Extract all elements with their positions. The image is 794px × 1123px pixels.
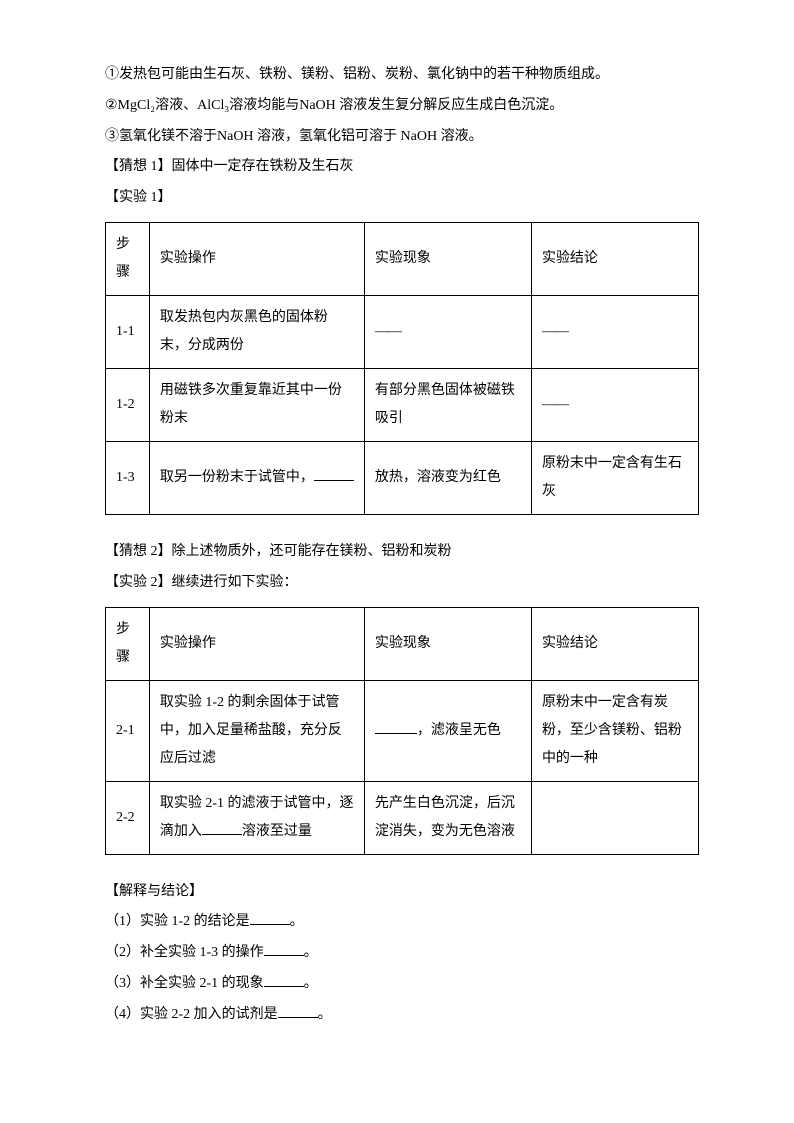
cell-step: 1-2	[106, 368, 150, 441]
table-row: 2-1 取实验 1-2 的剩余固体于试管中，加入足量稀盐酸，充分反应后过滤 ，滤…	[106, 680, 699, 781]
question-3: （3）补全实验 2-1 的现象 。	[105, 969, 699, 1000]
blank-field	[314, 467, 354, 481]
q4-prefix: （4）实验 2-2 加入的试剂是	[105, 1007, 278, 1022]
exp-2-title: 【实验 2】继续进行如下实验：	[105, 568, 699, 599]
cell-op: 取另一份粉末于试管中，	[149, 441, 364, 514]
cell-phen: 放热，溶液变为红色	[364, 441, 531, 514]
cell-op-suffix: 溶液至过量	[242, 824, 312, 839]
cell-conc: 原粉末中一定含有炭粉，至少含镁粉、铝粉中的一种	[531, 680, 698, 781]
th-step: 步骤	[106, 607, 150, 680]
cell-phen-suffix: ，滤液呈无色	[417, 723, 501, 738]
period: 。	[304, 976, 318, 991]
exp-1-title: 【实验 1】	[105, 183, 699, 214]
blank-field	[250, 911, 290, 925]
question-2: （2）补全实验 1-3 的操作 。	[105, 938, 699, 969]
period: 。	[290, 914, 304, 929]
spacer	[105, 527, 699, 537]
guess-2-title: 【猜想 2】除上述物质外，还可能存在镁粉、铝粉和炭粉	[105, 537, 699, 568]
cell-conc: 原粉末中一定含有生石灰	[531, 441, 698, 514]
cell-step: 2-2	[106, 781, 150, 854]
table-row: 1-2 用磁铁多次重复靠近其中一份粉末 有部分黑色固体被磁铁吸引 ——	[106, 368, 699, 441]
cell-conc: ——	[531, 368, 698, 441]
cell-op: 取实验 2-1 的滤液于试管中，逐滴加入溶液至过量	[149, 781, 364, 854]
blank-field	[375, 720, 417, 734]
q1-prefix: （1）实验 1-2 的结论是	[105, 914, 250, 929]
q2-prefix: （2）补全实验 1-3 的操作	[105, 945, 264, 960]
cell-phen: 先产生白色沉淀，后沉淀消失，变为无色溶液	[364, 781, 531, 854]
cell-op-prefix: 取另一份粉末于试管中，	[160, 470, 314, 485]
q3-prefix: （3）补全实验 2-1 的现象	[105, 976, 264, 991]
th-conc: 实验结论	[531, 607, 698, 680]
blank-field	[278, 1004, 318, 1018]
th-phen: 实验现象	[364, 607, 531, 680]
cell-op: 取发热包内灰黑色的固体粉末，分成两份	[149, 295, 364, 368]
cell-phen: ——	[364, 295, 531, 368]
th-phen: 实验现象	[364, 222, 531, 295]
table-row: 1-3 取另一份粉末于试管中， 放热，溶液变为红色 原粉末中一定含有生石灰	[106, 441, 699, 514]
question-1: （1）实验 1-2 的结论是 。	[105, 907, 699, 938]
cell-step: 1-3	[106, 441, 150, 514]
guess-1-title: 【猜想 1】固体中一定存在铁粉及生石灰	[105, 152, 699, 183]
blank-field	[264, 942, 304, 956]
table-row: 1-1 取发热包内灰黑色的固体粉末，分成两份 —— ——	[106, 295, 699, 368]
period: 。	[318, 1007, 332, 1022]
th-step: 步骤	[106, 222, 150, 295]
period: 。	[304, 945, 318, 960]
intro-line-1: ①发热包可能由生石灰、铁粉、镁粉、铝粉、炭粉、氯化钠中的若干种物质组成。	[105, 60, 699, 91]
table-row: 2-2 取实验 2-1 的滤液于试管中，逐滴加入溶液至过量 先产生白色沉淀，后沉…	[106, 781, 699, 854]
blank-field	[202, 821, 242, 835]
th-op: 实验操作	[149, 222, 364, 295]
table-header-row: 步骤 实验操作 实验现象 实验结论	[106, 222, 699, 295]
cell-conc	[531, 781, 698, 854]
intro-line-2: ②MgCl₂溶液、AlCl₃溶液均能与NaOH 溶液发生复分解反应生成白色沉淀。	[105, 91, 699, 122]
experiment-1-table: 步骤 实验操作 实验现象 实验结论 1-1 取发热包内灰黑色的固体粉末，分成两份…	[105, 222, 699, 515]
th-conc: 实验结论	[531, 222, 698, 295]
blank-field	[264, 973, 304, 987]
explain-title: 【解释与结论】	[105, 877, 699, 908]
cell-phen: ，滤液呈无色	[364, 680, 531, 781]
cell-op: 用磁铁多次重复靠近其中一份粉末	[149, 368, 364, 441]
spacer	[105, 867, 699, 877]
th-op: 实验操作	[149, 607, 364, 680]
cell-step: 1-1	[106, 295, 150, 368]
cell-step: 2-1	[106, 680, 150, 781]
cell-op: 取实验 1-2 的剩余固体于试管中，加入足量稀盐酸，充分反应后过滤	[149, 680, 364, 781]
question-4: （4）实验 2-2 加入的试剂是 。	[105, 1000, 699, 1031]
cell-phen: 有部分黑色固体被磁铁吸引	[364, 368, 531, 441]
intro-line-3: ③氢氧化镁不溶于NaOH 溶液，氢氧化铝可溶于 NaOH 溶液。	[105, 122, 699, 153]
cell-conc: ——	[531, 295, 698, 368]
table-header-row: 步骤 实验操作 实验现象 实验结论	[106, 607, 699, 680]
experiment-2-table: 步骤 实验操作 实验现象 实验结论 2-1 取实验 1-2 的剩余固体于试管中，…	[105, 607, 699, 855]
